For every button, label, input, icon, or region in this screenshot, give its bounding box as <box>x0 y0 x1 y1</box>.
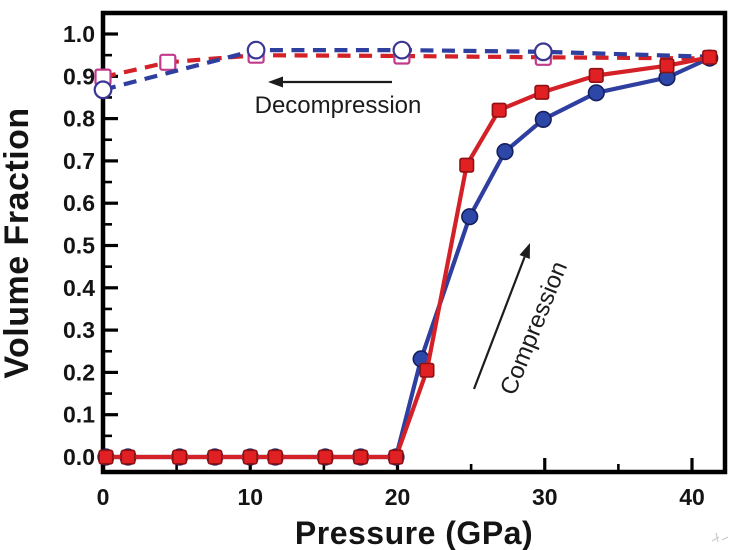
marker-circle-open <box>246 40 266 60</box>
decompression-label: Decompression <box>255 92 422 119</box>
y-tick-label: 1.0 <box>63 21 95 47</box>
marker-square-filled <box>317 449 333 465</box>
x-tick-label: 0 <box>97 484 110 510</box>
x-tick-label: 40 <box>679 484 705 510</box>
x-tick-label: 20 <box>385 484 411 510</box>
marker-square-filled <box>353 449 369 465</box>
x-tick-label: 10 <box>237 484 263 510</box>
y-tick-label: 0.7 <box>63 148 95 174</box>
y-tick-label: 0.6 <box>63 190 95 216</box>
y-tick-label: 0.2 <box>63 359 95 385</box>
marker-circle-filled <box>587 84 605 102</box>
marker-square-filled <box>207 449 223 465</box>
compression-label-arrow <box>472 256 526 390</box>
marker-circle-open <box>392 40 412 60</box>
y-tick-label: 0.5 <box>63 233 95 259</box>
marker-square-open <box>159 53 177 71</box>
decompression-label-arrowhead <box>268 76 283 88</box>
marker-circle-filled <box>534 110 552 128</box>
marker-circle-open <box>93 80 113 100</box>
marker-circle-filled <box>496 143 514 161</box>
marker-square-filled <box>659 58 675 74</box>
marker-square-filled <box>242 449 258 465</box>
y-tick-label: 0.8 <box>63 106 95 132</box>
series-line-compression-red-squares <box>105 55 711 460</box>
marker-square-filled <box>267 449 283 465</box>
marker-circle-filled <box>461 208 479 226</box>
y-tick-label: 0.3 <box>63 317 95 343</box>
compression-label-arrowhead <box>519 243 530 259</box>
marker-square-filled <box>120 449 136 465</box>
marker-square-filled <box>702 49 718 65</box>
marker-square-filled <box>459 157 475 173</box>
x-axis-title: Pressure (GPa) <box>295 515 533 550</box>
series-line-decompression-red-squares <box>102 53 710 80</box>
marker-square-filled <box>491 102 507 118</box>
y-tick-label: 0.0 <box>63 444 95 470</box>
marker-square-filled <box>534 84 550 100</box>
y-tick-label: 0.1 <box>63 402 95 428</box>
plot-area: 0 10 20 30 40 0.0 0.1 0.2 0.3 0.4 0.5 0.6 0.7 0.8 0.9 1… <box>63 10 728 510</box>
corner-artifact <box>711 532 729 543</box>
compression-label: Compression <box>495 258 573 399</box>
marker-square-filled <box>588 67 604 83</box>
y-tick-label: 0.4 <box>63 275 95 301</box>
y-tick-label: 0.9 <box>63 63 95 89</box>
marker-circle-open <box>533 42 553 62</box>
y-axis-title: Volume Fraction <box>0 107 36 378</box>
marker-square-filled <box>419 362 435 378</box>
marker-square-filled <box>98 449 114 465</box>
x-tick-label: 30 <box>532 484 558 510</box>
marker-square-filled <box>172 449 188 465</box>
plot-frame <box>100 10 728 475</box>
marker-square-filled <box>388 449 404 465</box>
